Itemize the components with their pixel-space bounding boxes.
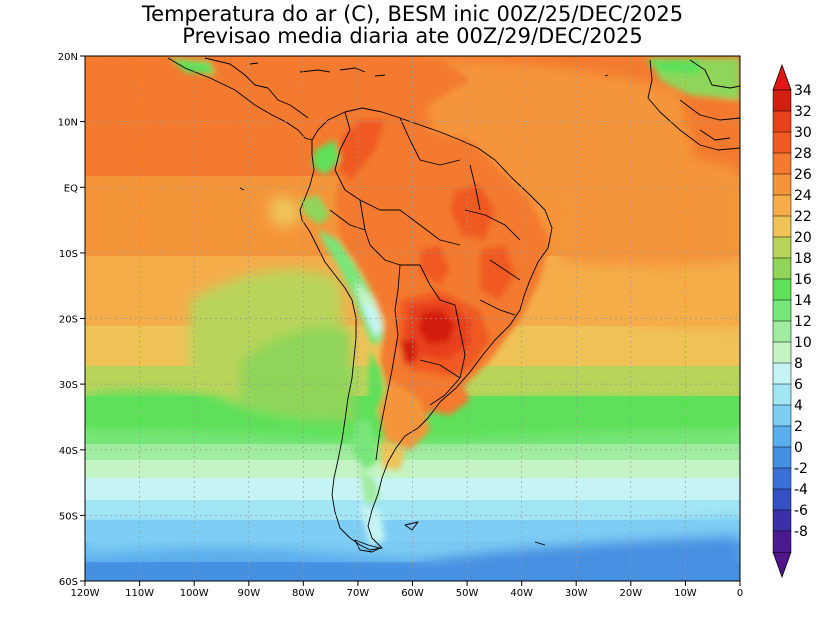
colorbar-swatch <box>772 278 792 301</box>
lon-label: 110W <box>125 588 154 599</box>
map-title-line-2: Previsao media diaria ate 00Z/29/DEC/202… <box>182 24 643 48</box>
latitude-labels: 20N 10N EQ 10S 20S 30S 40S 50S 60S <box>58 52 78 588</box>
colorbar-swatch <box>772 383 792 406</box>
lat-label: EQ <box>64 183 78 194</box>
colorbar-label: 30 <box>794 125 812 141</box>
lat-label: 50S <box>59 511 78 522</box>
lon-label: 30W <box>565 588 588 599</box>
colorbar-swatch <box>772 341 792 364</box>
lat-label: 30S <box>59 380 78 391</box>
lon-label: 120W <box>71 588 100 599</box>
colorbar-swatch <box>772 446 792 469</box>
lon-label: 20W <box>619 588 642 599</box>
colorbar-swatch <box>772 362 792 385</box>
colorbar-label: 0 <box>794 440 803 456</box>
colorbar-swatch <box>772 404 792 427</box>
lon-label: 80W <box>292 588 315 599</box>
colorbar-swatch <box>772 320 792 343</box>
colorbar-swatch <box>772 194 792 217</box>
colorbar-swatch <box>772 257 792 280</box>
lat-label: 10N <box>58 118 78 129</box>
lon-label: 60W <box>401 588 424 599</box>
lon-label: 70W <box>347 588 370 599</box>
colorbar-label: -6 <box>794 503 808 519</box>
colorbar-label: 4 <box>794 398 803 414</box>
colorbar-label: 2 <box>794 419 803 435</box>
colorbar-swatch <box>772 152 792 175</box>
colorbar-label: 14 <box>794 293 812 309</box>
colorbar-label: 6 <box>794 377 803 393</box>
colorbar-label: 22 <box>794 209 812 225</box>
colorbar-label: 12 <box>794 314 812 330</box>
colorbar-label: 10 <box>794 335 812 351</box>
colorbar-label: 32 <box>794 104 812 120</box>
lat-label: 10S <box>59 249 78 260</box>
colorbar-swatch <box>772 509 792 532</box>
graticule <box>85 56 740 581</box>
map-title-line-1: Temperatura do ar (C), BESM inic 00Z/25/… <box>141 2 684 26</box>
colorbar-swatch <box>772 488 792 511</box>
colorbar-label: -2 <box>794 461 808 477</box>
colorbar-swatch <box>772 299 792 322</box>
colorbar-bottom-arrow <box>772 551 792 579</box>
lon-label: 100W <box>180 588 209 599</box>
colorbar-swatch <box>772 425 792 448</box>
colorbar-swatch <box>772 89 792 112</box>
colorbar-swatch <box>772 131 792 154</box>
colorbar-label: -8 <box>794 524 808 540</box>
axis-ticks <box>80 55 741 586</box>
lat-label: 40S <box>59 446 78 457</box>
lat-label: 60S <box>59 577 78 588</box>
colorbar-swatch <box>772 215 792 238</box>
lon-label: 40W <box>510 588 533 599</box>
colorbar-label: 34 <box>794 83 812 99</box>
colorbar-swatch <box>772 173 792 196</box>
lat-label: 20S <box>59 315 78 326</box>
lon-label: 10W <box>674 588 697 599</box>
colorbar-swatch <box>772 467 792 490</box>
colorbar-label: 18 <box>794 251 812 267</box>
colorbar-swatch <box>772 236 792 259</box>
lon-label: 50W <box>456 588 479 599</box>
colorbar-label: 26 <box>794 167 812 183</box>
colorbar-label: 20 <box>794 230 812 246</box>
longitude-labels: 120W 110W 100W 90W 80W 70W 60W 50W 40W 3… <box>71 588 744 599</box>
coastlines <box>167 57 740 553</box>
lon-label: 0 <box>737 588 743 599</box>
colorbar-top-arrow <box>772 63 792 91</box>
lon-label: 90W <box>237 588 260 599</box>
colorbar-label: 28 <box>794 146 812 162</box>
colorbar-label: -4 <box>794 482 808 498</box>
colorbar-swatch <box>772 530 792 553</box>
colorbar-label: 16 <box>794 272 812 288</box>
colorbar-swatch <box>772 110 792 133</box>
colorbar-label: 8 <box>794 356 803 372</box>
colorbar-label: 24 <box>794 188 812 204</box>
lat-label: 20N <box>58 52 78 63</box>
